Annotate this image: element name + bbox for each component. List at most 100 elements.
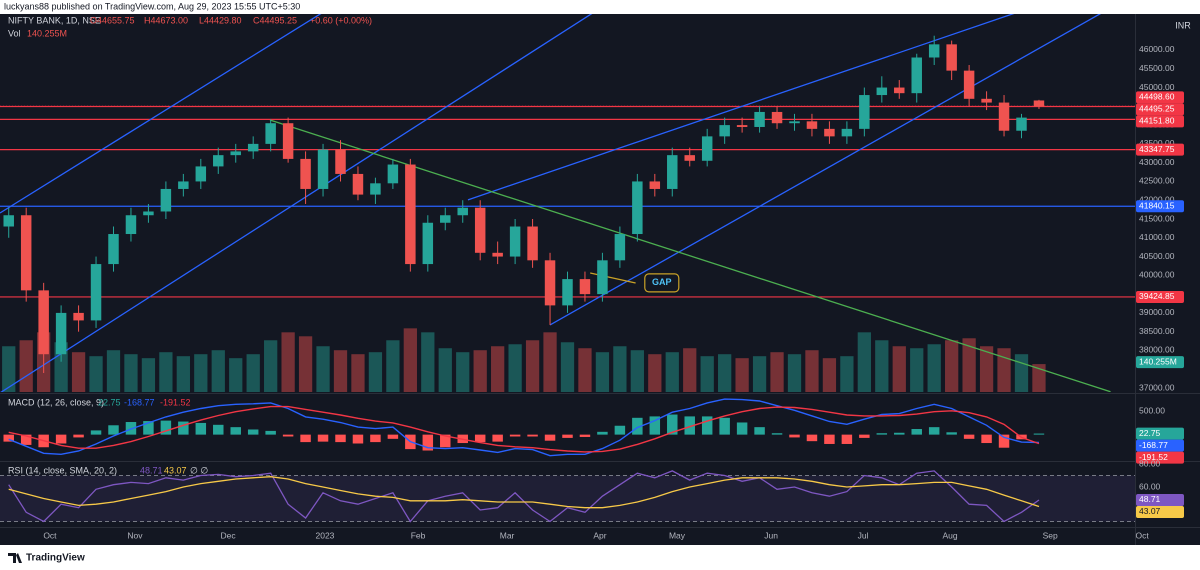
macd-panel — [3, 398, 1045, 457]
volume-bar — [805, 350, 819, 392]
level-label-box — [1136, 143, 1184, 156]
volume-bar — [19, 340, 33, 392]
candle-body — [841, 128, 853, 137]
histogram-bar — [422, 434, 434, 451]
histogram-bar — [824, 434, 835, 444]
histogram-bar — [911, 429, 922, 435]
candle-body — [946, 44, 957, 71]
rsi-line — [8, 476, 1040, 509]
legend-symbol: NIFTY BANK, 1D, NSE — [8, 15, 101, 25]
histogram-bar — [684, 416, 695, 435]
volume-label-box — [1136, 356, 1184, 369]
candle-body — [894, 87, 905, 94]
candle-body — [597, 260, 608, 295]
publisher: luckyans88 published on TradingView.com,… — [4, 1, 300, 11]
candle-body — [73, 312, 84, 321]
x-tick-label: Oct — [43, 530, 57, 540]
volume-bar — [438, 348, 452, 392]
trendline — [0, 14, 593, 392]
volume-bar — [892, 346, 906, 392]
histogram-bar — [806, 434, 818, 442]
y-tick-label: 46000.00 — [1139, 44, 1175, 54]
level-label: 44151.80 — [1139, 116, 1175, 126]
histogram-bar — [667, 414, 678, 435]
macd-value-label: -168.77 — [1139, 440, 1168, 450]
level-label: 44495.25 — [1139, 104, 1175, 114]
volume-bar — [298, 336, 313, 392]
histogram-bar — [213, 424, 224, 435]
volume-bar — [316, 346, 330, 392]
volume-bar — [770, 352, 784, 392]
x-tick-label: Mar — [500, 530, 515, 540]
histogram-bar — [649, 416, 661, 435]
candle-body — [771, 111, 783, 124]
histogram-bar — [90, 430, 102, 435]
y-tick-label: 500.00 — [1139, 406, 1165, 416]
y-tick-label: 43500.00 — [1139, 138, 1175, 148]
candle-body — [440, 215, 451, 223]
volume-bar — [281, 332, 295, 392]
histogram-bar — [876, 433, 888, 435]
volume — [2, 328, 1046, 392]
volume-bar — [997, 348, 1011, 392]
volume-bar — [787, 354, 802, 392]
histogram-bar — [317, 434, 329, 442]
histogram-bar — [230, 427, 241, 435]
volume-bar — [386, 340, 400, 392]
candle-body — [632, 181, 643, 235]
x-tick-label: Sep — [1043, 530, 1058, 540]
volume-bar — [1014, 354, 1029, 392]
macd-legend-macd: -168.77 — [124, 397, 155, 407]
histogram-bar — [754, 427, 765, 435]
y-tick-label: 38500.00 — [1139, 326, 1175, 336]
y-tick-label: 38000.00 — [1139, 345, 1175, 355]
volume-bar — [613, 346, 627, 392]
histogram-bar — [509, 434, 521, 437]
histogram-bar — [160, 420, 172, 435]
histogram-bar — [562, 434, 573, 438]
volume-bar — [857, 332, 871, 392]
histogram-bar — [859, 434, 870, 438]
candle-body — [38, 290, 49, 355]
brand: TradingView — [26, 553, 85, 564]
volume-bar — [421, 332, 435, 392]
histogram-bar — [143, 421, 154, 435]
histogram-bar — [370, 434, 381, 443]
candle-body — [143, 211, 154, 216]
histogram-bar — [527, 434, 538, 437]
macd-value-label: -191.52 — [1139, 452, 1168, 462]
volume-label: 140.255M — [1139, 356, 1177, 366]
candle-body — [981, 98, 992, 103]
volume-bar — [875, 340, 889, 392]
volume-bar — [456, 352, 470, 392]
volume-bar — [683, 348, 697, 392]
candle-body — [125, 215, 137, 235]
volume-bar — [700, 356, 714, 392]
volume-bar — [176, 356, 190, 392]
candle-body — [352, 173, 364, 195]
candle-body — [527, 226, 538, 261]
rsi-legend-extra: ∅ ∅ — [190, 465, 208, 475]
histogram-bar — [946, 432, 957, 435]
histogram-bar — [247, 429, 259, 435]
candle-body — [509, 226, 521, 257]
volume-bar — [229, 358, 243, 392]
candle-body — [754, 111, 765, 127]
volume-bar — [89, 356, 103, 392]
candle-body — [876, 87, 888, 96]
volume-bar — [54, 342, 68, 392]
volume-bar — [491, 346, 505, 392]
level-label-box — [1136, 200, 1184, 213]
rsi-legend-sma: 43.07 — [164, 465, 187, 475]
bottom-strip — [0, 545, 1200, 570]
annotation: GAP — [652, 277, 672, 287]
volume-bar — [927, 344, 941, 392]
candle-body — [492, 252, 503, 257]
histogram-bar — [928, 427, 940, 435]
histogram-bar — [789, 434, 800, 438]
candle-body — [998, 102, 1010, 131]
macd-title: MACD (12, 26, close, 9) — [8, 397, 104, 407]
candle-body — [108, 234, 119, 265]
histogram-bar — [3, 434, 14, 442]
candle-body — [701, 136, 713, 161]
